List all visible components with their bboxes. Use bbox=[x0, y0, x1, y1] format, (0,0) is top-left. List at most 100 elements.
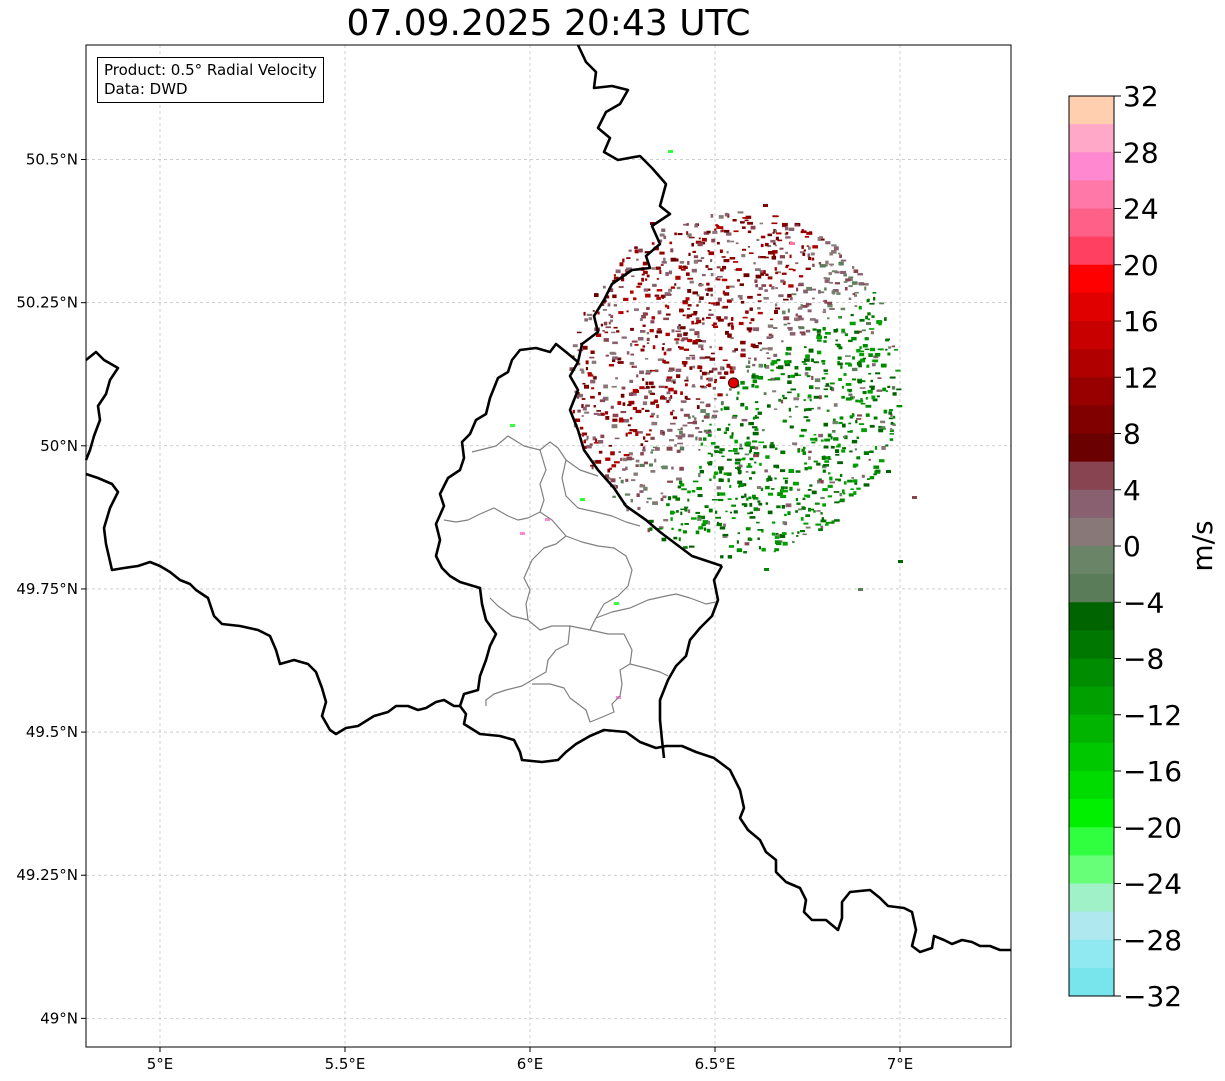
echo-pixel bbox=[723, 259, 730, 263]
echo-pixel bbox=[735, 242, 739, 245]
echo-pixel bbox=[718, 346, 723, 351]
echo-pixel bbox=[699, 465, 702, 469]
echo-pixel bbox=[774, 548, 779, 552]
echo-pixel bbox=[696, 259, 702, 262]
echo-pixel bbox=[731, 317, 734, 321]
echo-pixel bbox=[755, 274, 762, 279]
echo-pixel bbox=[723, 431, 727, 434]
echo-pixel bbox=[858, 364, 862, 368]
echo-pixel bbox=[691, 385, 696, 388]
echo-pixel bbox=[718, 215, 724, 219]
echo-pixel bbox=[605, 354, 609, 357]
echo-pixel bbox=[760, 235, 766, 239]
echo-pixel bbox=[837, 443, 841, 446]
echo-pixel bbox=[727, 498, 732, 500]
echo-pixel bbox=[694, 331, 700, 335]
echo-pixel bbox=[710, 259, 713, 262]
echo-pixel bbox=[769, 444, 775, 449]
echo-pixel bbox=[693, 255, 699, 259]
echo-pixel bbox=[861, 380, 866, 383]
echo-pixel bbox=[702, 520, 709, 524]
echo-pixel bbox=[858, 399, 864, 403]
echo-pixel bbox=[833, 329, 838, 333]
echo-pixel bbox=[626, 456, 633, 461]
echo-pixel bbox=[792, 442, 798, 446]
echo-pixel bbox=[711, 416, 716, 419]
echo-pixel bbox=[707, 520, 711, 525]
echo-pixel bbox=[790, 297, 793, 301]
echo-pixel bbox=[729, 370, 735, 374]
echo-pixel bbox=[862, 344, 868, 348]
echo-pixel bbox=[661, 261, 667, 264]
echo-pixel bbox=[702, 340, 707, 343]
echo-pixel bbox=[618, 451, 621, 453]
echo-pixel bbox=[622, 468, 626, 471]
echo-pixel bbox=[584, 445, 587, 449]
echo-pixel bbox=[634, 246, 638, 249]
echo-pixel bbox=[796, 287, 799, 292]
echo-pixel bbox=[611, 424, 618, 429]
echo-pixel bbox=[773, 242, 776, 245]
echo-pixel bbox=[726, 299, 732, 303]
echo-pixel bbox=[856, 487, 861, 490]
echo-pixel bbox=[756, 486, 762, 489]
echo-pixel bbox=[708, 251, 715, 256]
echo-pixel bbox=[677, 325, 680, 329]
echo-pixel bbox=[836, 344, 841, 348]
echo-pixel bbox=[720, 401, 724, 406]
echo-pixel bbox=[750, 225, 756, 230]
echo-pixel bbox=[692, 420, 697, 425]
echo-pixel bbox=[784, 480, 788, 484]
echo-pixel bbox=[821, 517, 824, 521]
echo-pixel bbox=[795, 510, 798, 513]
echo-pixel bbox=[772, 250, 778, 254]
echo-pixel bbox=[724, 371, 729, 375]
echo-pixel bbox=[774, 244, 777, 247]
echo-pixel bbox=[676, 286, 681, 290]
echo-pixel bbox=[733, 261, 739, 263]
echo-pixel bbox=[789, 332, 796, 336]
echo-pixel bbox=[804, 467, 808, 471]
echo-pixel bbox=[664, 304, 668, 308]
echo-pixel bbox=[605, 474, 609, 478]
echo-pixel bbox=[804, 346, 807, 349]
echo-pixel bbox=[608, 288, 614, 293]
echo-pixel bbox=[680, 400, 687, 403]
echo-pixel bbox=[608, 321, 611, 325]
echo-pixel bbox=[772, 232, 775, 234]
echo-pixel bbox=[644, 251, 650, 254]
colorbar-unit-label: m/s bbox=[1186, 520, 1219, 571]
echo-pixel bbox=[701, 419, 704, 423]
echo-pixel bbox=[890, 413, 893, 417]
echo-pixel bbox=[620, 479, 624, 484]
echo-pixel bbox=[692, 480, 699, 483]
echo-pixel bbox=[813, 434, 817, 436]
echo-pixel bbox=[772, 390, 777, 393]
country-border bbox=[84, 350, 120, 461]
echo-pixel bbox=[836, 292, 841, 295]
echo-pixel bbox=[591, 387, 595, 390]
echo-pixel bbox=[749, 538, 753, 541]
echo-pixel bbox=[633, 365, 637, 368]
echo-pixel bbox=[636, 258, 639, 261]
echo-pixel bbox=[703, 385, 707, 388]
lat-tick-label: 50°N bbox=[40, 437, 78, 455]
echo-pixel bbox=[845, 397, 852, 401]
echo-pixel bbox=[834, 501, 840, 504]
echo-pixel bbox=[815, 523, 822, 526]
echo-pixel bbox=[842, 489, 845, 494]
echo-pixel bbox=[737, 279, 740, 282]
echo-pixel bbox=[833, 491, 840, 493]
echo-pixel bbox=[642, 312, 647, 316]
echo-pixel bbox=[662, 359, 666, 363]
echo-pixel bbox=[838, 479, 841, 482]
echo-pixel bbox=[602, 301, 606, 304]
echo-pixel bbox=[789, 425, 794, 429]
echo-pixel bbox=[668, 270, 672, 275]
echo-pixel bbox=[630, 498, 633, 503]
echo-pixel bbox=[882, 387, 887, 392]
echo-pixel bbox=[740, 423, 744, 427]
country-border bbox=[85, 472, 460, 736]
echo-pixel bbox=[692, 365, 696, 369]
echo-pixel bbox=[630, 353, 634, 356]
